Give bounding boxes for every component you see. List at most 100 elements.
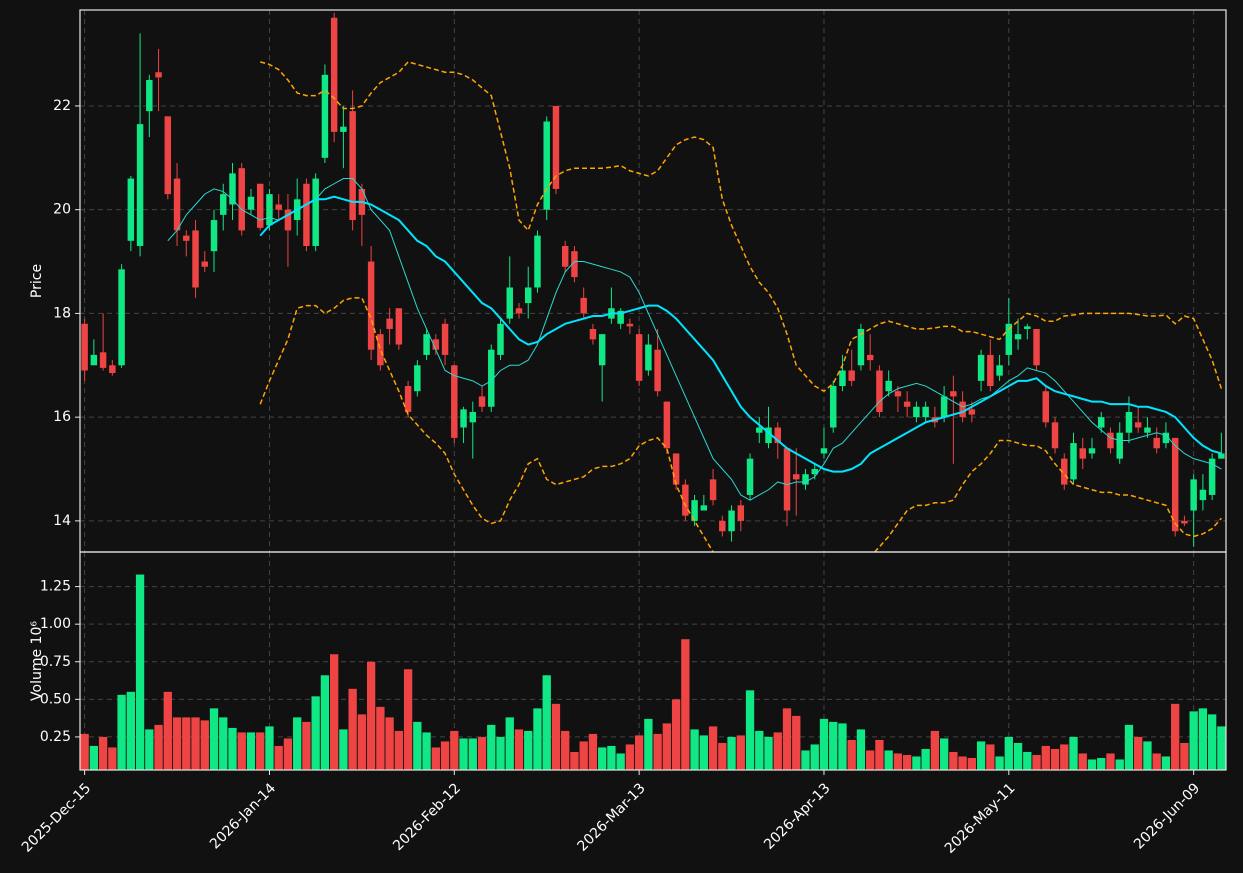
volume-bar — [1207, 714, 1217, 770]
candle-body — [866, 354, 874, 361]
volume-bar — [856, 729, 866, 770]
candle-body — [737, 505, 745, 521]
volume-bar — [1087, 759, 1097, 770]
volume-bar — [256, 732, 265, 770]
candle-body — [1208, 458, 1216, 495]
candle-body — [192, 230, 199, 288]
candle-body — [229, 173, 236, 205]
volume-bar — [634, 735, 644, 770]
candle-body — [275, 204, 282, 210]
volume-bar — [671, 699, 681, 770]
volume-bar — [394, 730, 404, 770]
volume-bar — [1198, 708, 1208, 770]
volume-bar — [1143, 741, 1152, 770]
candle-body — [857, 328, 865, 366]
candle-body — [1014, 334, 1022, 340]
candle-body — [728, 510, 735, 532]
volume-bar — [755, 730, 764, 770]
candle-body — [423, 334, 430, 355]
candle-body — [1005, 323, 1013, 355]
candle-body — [561, 245, 569, 267]
candle-body — [497, 323, 504, 355]
x-tick-label: 2026-Jan-14 — [207, 780, 279, 852]
candle-body — [441, 323, 449, 355]
volume-bar — [422, 732, 431, 770]
volume-bar — [875, 739, 884, 770]
volume-bar — [764, 736, 773, 770]
volume-bar — [662, 723, 672, 770]
candle-body — [81, 323, 88, 371]
candle-body — [136, 124, 144, 246]
candle-body — [173, 178, 181, 231]
candle-body — [746, 458, 754, 495]
candle-body — [238, 168, 245, 231]
volume-bar — [98, 736, 108, 770]
candle-body — [635, 334, 643, 381]
candle-body — [1162, 432, 1170, 444]
volume-bar — [126, 691, 135, 770]
candle-body — [524, 287, 532, 304]
volume-bar — [293, 717, 302, 770]
candle-body — [469, 411, 477, 423]
candle-body — [478, 396, 486, 407]
volume-bar — [1013, 742, 1023, 770]
candle-body — [598, 334, 606, 366]
volume-bar — [339, 729, 348, 770]
candle-body — [829, 386, 837, 428]
x-tick-label: 2025-Dec-15 — [19, 780, 94, 855]
candle-body — [1181, 520, 1188, 524]
candle-body — [1024, 326, 1031, 329]
volume-bar — [1217, 726, 1226, 770]
volume-bar — [228, 727, 237, 770]
y-tick-label: 20 — [53, 202, 71, 218]
volume-bar — [154, 724, 163, 770]
volume-bar — [450, 730, 459, 770]
y-tick-label: 16 — [53, 409, 71, 425]
indicator-line — [167, 178, 1222, 501]
candle-body — [488, 349, 495, 407]
volume-bar — [939, 738, 949, 770]
candle-body — [709, 479, 717, 501]
candle-body — [950, 391, 957, 397]
volume-bars — [80, 574, 1226, 770]
volume-bar — [644, 718, 653, 770]
candle-body — [1218, 453, 1225, 459]
candle-body — [1097, 417, 1105, 428]
volume-bar — [1041, 745, 1050, 770]
candle-body — [645, 344, 652, 371]
volume-bar — [182, 717, 191, 770]
candle-body — [894, 391, 902, 397]
indicator-line — [260, 61, 1223, 393]
y-tick-label: 1.00 — [40, 616, 71, 632]
candle-body — [654, 349, 661, 392]
volume-bar — [1180, 742, 1189, 770]
volume-bar — [579, 741, 588, 770]
candle-body — [312, 178, 319, 246]
candle-body — [515, 308, 523, 314]
candle-body — [1171, 437, 1179, 532]
candle-body — [765, 427, 772, 444]
y-tick-label: 0.50 — [40, 691, 71, 707]
volume-bar — [949, 751, 958, 770]
volume-bar — [117, 694, 126, 770]
candle-body — [922, 406, 929, 418]
volume-bar — [893, 753, 903, 770]
candle-body — [1079, 448, 1086, 459]
volume-bar — [496, 736, 505, 770]
volume-bar — [246, 732, 256, 770]
volume-bar — [311, 696, 320, 770]
candle-body — [201, 261, 209, 267]
candle-body — [1153, 437, 1160, 449]
volume-bar — [219, 717, 228, 770]
volume-bar — [514, 729, 524, 770]
y-axis-label: Volume 10⁶ — [29, 621, 45, 701]
candle-body — [330, 17, 338, 132]
volume-bar — [200, 720, 209, 770]
candle-body — [183, 235, 190, 241]
volume-bar — [570, 751, 579, 770]
candle-body — [1051, 422, 1059, 449]
volume-bar — [459, 738, 468, 770]
candle-body — [1125, 411, 1133, 433]
